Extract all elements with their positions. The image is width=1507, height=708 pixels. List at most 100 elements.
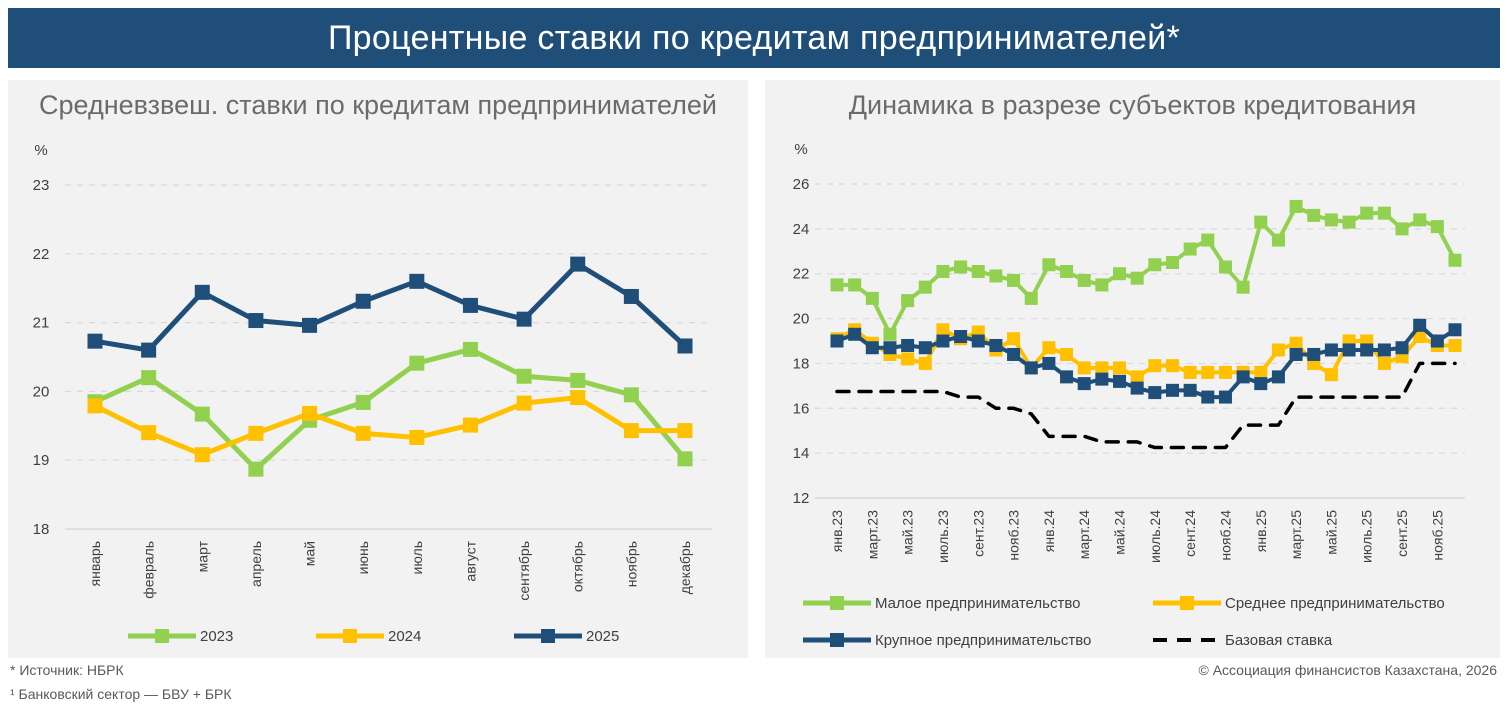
- data-point: [1201, 390, 1215, 404]
- data-point: [1395, 341, 1409, 355]
- data-point: [462, 297, 478, 313]
- x-tick-label: февраль: [141, 541, 157, 599]
- x-tick-label: январь: [87, 541, 103, 586]
- data-point: [848, 327, 862, 341]
- right-chart-panel: Динамика в разрезе субъектов кредитовани…: [765, 80, 1500, 658]
- data-point: [677, 423, 693, 439]
- data-point: [830, 278, 844, 292]
- data-point: [302, 405, 318, 421]
- legend-swatch-marker: [1180, 596, 1194, 610]
- legend-label: Крупное предпринимательство: [875, 632, 1091, 649]
- data-point: [409, 273, 425, 289]
- data-point: [355, 425, 371, 441]
- x-tick-label: июль.24: [1147, 510, 1163, 563]
- data-point: [1042, 356, 1056, 370]
- data-point: [1060, 264, 1074, 278]
- data-point: [865, 341, 879, 355]
- data-point: [409, 429, 425, 445]
- left-chart-svg: % 18 19 20 21 22 23 январь февраль март апрель май и…: [33, 142, 712, 645]
- x-tick-label: апрель: [248, 541, 264, 587]
- data-point: [1377, 206, 1391, 220]
- data-point: [901, 294, 915, 308]
- data-point: [1218, 260, 1232, 274]
- data-point: [1007, 332, 1021, 346]
- data-point: [901, 352, 915, 366]
- y-tick-label: 23: [33, 177, 50, 194]
- data-point: [1148, 258, 1162, 272]
- y-axis-unit-label: %: [794, 141, 807, 158]
- data-point: [1218, 365, 1232, 379]
- y-tick-label: 26: [793, 176, 810, 193]
- y-tick-label: 21: [33, 315, 50, 332]
- data-point: [1218, 390, 1232, 404]
- data-point: [1307, 208, 1321, 222]
- x-tick-label: янв.23: [829, 510, 845, 552]
- legend-swatch-marker: [830, 633, 844, 647]
- data-point: [677, 338, 693, 354]
- copyright-footnote: © Ассоциация финансистов Казахстана, 202…: [1198, 662, 1497, 678]
- data-point: [1095, 361, 1109, 375]
- x-tick-label: янв.25: [1253, 510, 1269, 552]
- data-point: [1148, 359, 1162, 373]
- data-point: [1448, 338, 1462, 352]
- data-point: [87, 333, 103, 349]
- data-point: [1077, 361, 1091, 375]
- data-point: [141, 370, 157, 386]
- data-point: [302, 317, 318, 333]
- data-point: [355, 394, 371, 410]
- data-point: [901, 338, 915, 352]
- data-point: [865, 291, 879, 305]
- data-point: [883, 327, 897, 341]
- x-tick-label: март.25: [1288, 510, 1304, 559]
- x-tick-label: сент.24: [1182, 510, 1198, 557]
- x-tick-label: май.23: [900, 510, 916, 555]
- data-point: [248, 461, 264, 477]
- x-tick-label: октябрь: [570, 541, 586, 592]
- data-point: [141, 425, 157, 441]
- data-point: [1060, 347, 1074, 361]
- x-tick-label: май.24: [1112, 510, 1128, 555]
- legend-label: Среднее предпринимательство: [1225, 595, 1445, 612]
- data-point: [1095, 372, 1109, 386]
- data-point: [1024, 291, 1038, 305]
- data-point: [1130, 370, 1144, 384]
- data-point: [971, 264, 985, 278]
- data-point: [1042, 258, 1056, 272]
- data-point: [1236, 370, 1250, 384]
- legend-label: Базовая ставка: [1225, 632, 1333, 649]
- x-tick-label: март.24: [1076, 510, 1092, 559]
- data-point: [1183, 242, 1197, 256]
- data-point: [1271, 343, 1285, 357]
- y-tick-label: 18: [793, 355, 810, 372]
- data-point: [194, 284, 210, 300]
- data-point: [141, 342, 157, 358]
- data-point: [1095, 278, 1109, 292]
- data-point: [1324, 213, 1338, 227]
- y-tick-label: 19: [33, 452, 50, 469]
- data-point: [570, 256, 586, 272]
- data-point: [936, 264, 950, 278]
- y-tick-label: 12: [793, 490, 810, 507]
- x-tick-label: июль.25: [1359, 510, 1375, 563]
- legend-label: 2023: [200, 628, 233, 645]
- x-tick-label: июнь: [355, 541, 371, 574]
- sector-footnote: ¹ Банковский сектор — БВУ + БРК: [10, 686, 232, 702]
- data-point: [1007, 273, 1021, 287]
- legend-label: 2024: [388, 628, 421, 645]
- data-point: [1077, 377, 1091, 391]
- data-point: [1165, 256, 1179, 269]
- data-point: [1430, 334, 1444, 348]
- data-point: [1377, 356, 1391, 370]
- x-tick-label: ноябрь: [623, 541, 639, 587]
- data-point: [1307, 347, 1321, 361]
- data-point: [1148, 386, 1162, 400]
- data-point: [1113, 267, 1127, 281]
- data-point: [1183, 383, 1197, 397]
- left-chart-title: Средневзвеш. ставки по кредитам предприн…: [39, 90, 717, 120]
- data-point: [1024, 361, 1038, 375]
- data-point: [623, 288, 639, 304]
- data-point: [1289, 347, 1303, 361]
- data-point: [248, 425, 264, 441]
- data-point: [971, 334, 985, 348]
- x-tick-label: сент.23: [970, 510, 986, 557]
